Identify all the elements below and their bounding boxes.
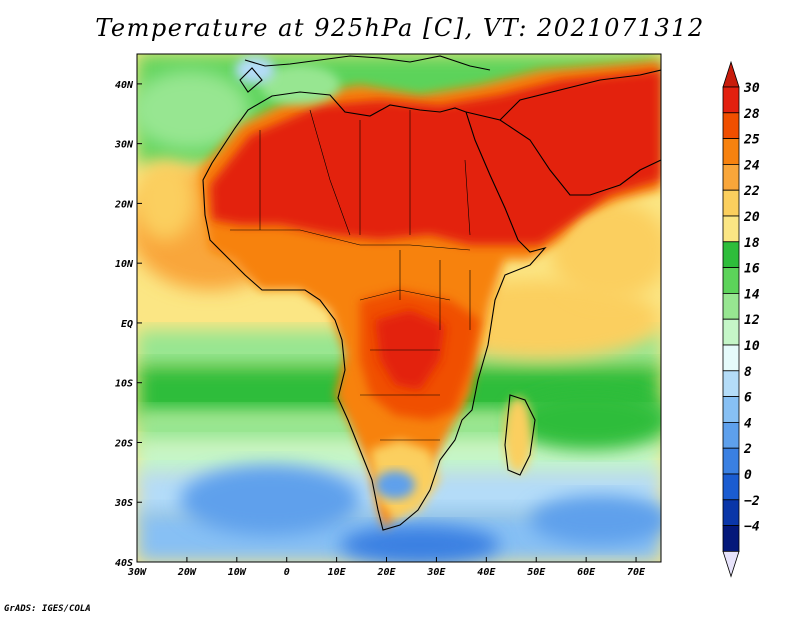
coastlines — [202, 55, 661, 531]
colorbar-label: −4 — [744, 520, 760, 535]
colorbar-swatch — [722, 396, 740, 423]
grads-credit: GrADS: IGES/COLA — [4, 604, 91, 614]
latitude-ticks: 40N 30N 20N 10N EQ 10S 20S 30S 40S — [114, 80, 142, 569]
colorbar-label: 18 — [744, 236, 760, 251]
colorbar-swatch — [722, 318, 740, 346]
lat-tick-label: 10S — [115, 379, 133, 390]
colorbar-swatch — [722, 138, 740, 165]
colorbar-label: 20 — [743, 210, 760, 225]
map-title: Temperature at 925hPa [C], VT: 202107131… — [95, 14, 705, 42]
lon-tick-label: 30E — [426, 567, 446, 578]
lat-tick-label: EQ — [121, 319, 133, 330]
lon-tick-label: 70E — [627, 567, 646, 578]
temperature-field — [137, 54, 661, 562]
colorbar-swatch — [722, 189, 740, 217]
lon-tick-label: 10W — [228, 567, 247, 578]
colorbar-swatch — [722, 499, 740, 526]
lon-tick-label: 60E — [577, 567, 596, 578]
colorbar-label: 6 — [744, 391, 752, 406]
colorbar-label: 12 — [744, 313, 760, 328]
lat-tick-label: 20S — [114, 438, 133, 449]
plot-frame — [136, 53, 662, 563]
colorbar-label: 25 — [743, 133, 760, 148]
colorbar-label: 14 — [744, 287, 760, 302]
lon-tick-label: 0 — [284, 567, 290, 578]
colorbar-label: 8 — [744, 365, 752, 380]
colorbar-label: 4 — [744, 416, 752, 431]
lat-tick-label: 30N — [114, 140, 134, 151]
lon-tick-label: 30W — [127, 567, 147, 578]
colorbar-label: 2 — [743, 442, 752, 457]
longitude-ticks: 30W 20W 10W 0 10E 20E 30E 40E 50E 60E 70E — [127, 557, 646, 578]
colorbar-label: 28 — [743, 107, 760, 122]
colorbar-swatch — [722, 525, 740, 552]
lon-tick-label: 40E — [477, 567, 496, 578]
colorbar-swatch — [722, 344, 740, 372]
colorbar-label: 10 — [744, 339, 760, 354]
colorbar-top-triangle — [722, 60, 740, 88]
colorbar-swatch — [722, 421, 740, 449]
colorbar-label: 22 — [743, 184, 760, 199]
colorbar-swatch — [722, 163, 740, 191]
colorbar-swatch — [722, 267, 740, 294]
colorbar-swatch — [722, 473, 740, 501]
country-borders — [230, 109, 471, 441]
lon-tick-label: 50E — [527, 567, 546, 578]
colorbar-swatch — [722, 370, 740, 397]
colorbar-swatch — [722, 112, 740, 140]
lat-tick-label: 30S — [114, 498, 133, 509]
colorbar-label: −2 — [744, 494, 760, 509]
lat-tick-label: 10N — [115, 259, 134, 270]
colorbar-swatch — [722, 241, 740, 269]
lon-tick-label: 20W — [177, 567, 197, 578]
lat-tick-label: 40N — [115, 80, 134, 91]
lon-tick-label: 10E — [328, 567, 347, 578]
colorbar-label: 0 — [744, 468, 752, 483]
colorbar-label: 16 — [744, 262, 760, 277]
lat-tick-label: 20N — [114, 199, 134, 210]
colorbar-bottom-triangle — [722, 551, 740, 578]
colorbar-swatch — [722, 215, 740, 243]
lat-tick-label: 40S — [115, 558, 133, 569]
colorbar-swatch — [722, 292, 740, 320]
colorbar-swatch — [722, 447, 740, 475]
colorbar-swatch — [722, 86, 740, 114]
colorbar-label: 24 — [743, 158, 760, 173]
lon-tick-label: 20E — [376, 567, 396, 578]
colorbar-label: 30 — [743, 81, 760, 96]
